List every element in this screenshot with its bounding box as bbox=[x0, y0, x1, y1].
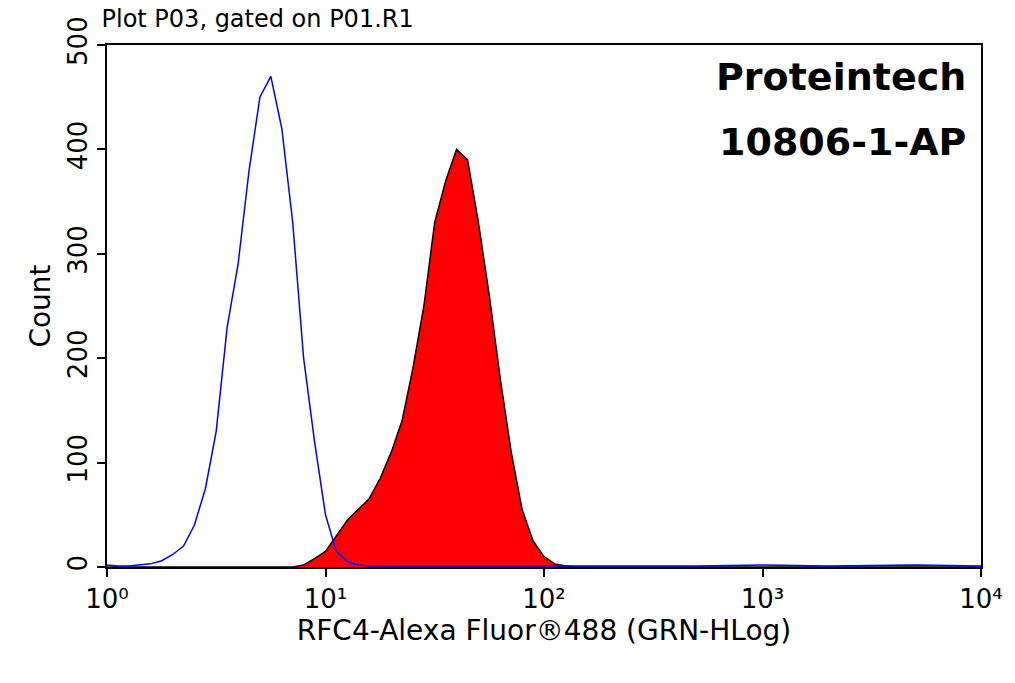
svg-text:Count: Count bbox=[24, 264, 57, 347]
svg-text:10³: 10³ bbox=[741, 584, 785, 614]
svg-text:RFC4-Alexa Fluor®488 (GRN-HLog: RFC4-Alexa Fluor®488 (GRN-HLog) bbox=[297, 614, 791, 647]
svg-text:10⁰: 10⁰ bbox=[85, 584, 129, 614]
svg-text:300: 300 bbox=[63, 225, 93, 275]
svg-text:Plot P03, gated on P01.R1: Plot P03, gated on P01.R1 bbox=[102, 5, 414, 33]
svg-text:0: 0 bbox=[63, 555, 93, 572]
svg-text:10⁴: 10⁴ bbox=[959, 584, 1003, 614]
svg-text:10²: 10² bbox=[522, 584, 566, 614]
svg-text:500: 500 bbox=[63, 16, 93, 66]
svg-text:100: 100 bbox=[63, 434, 93, 484]
svg-text:Proteintech: Proteintech bbox=[716, 55, 966, 99]
svg-text:400: 400 bbox=[63, 121, 93, 171]
svg-text:10¹: 10¹ bbox=[304, 584, 348, 614]
svg-text:10806-1-AP: 10806-1-AP bbox=[719, 120, 966, 164]
svg-text:200: 200 bbox=[63, 329, 93, 379]
